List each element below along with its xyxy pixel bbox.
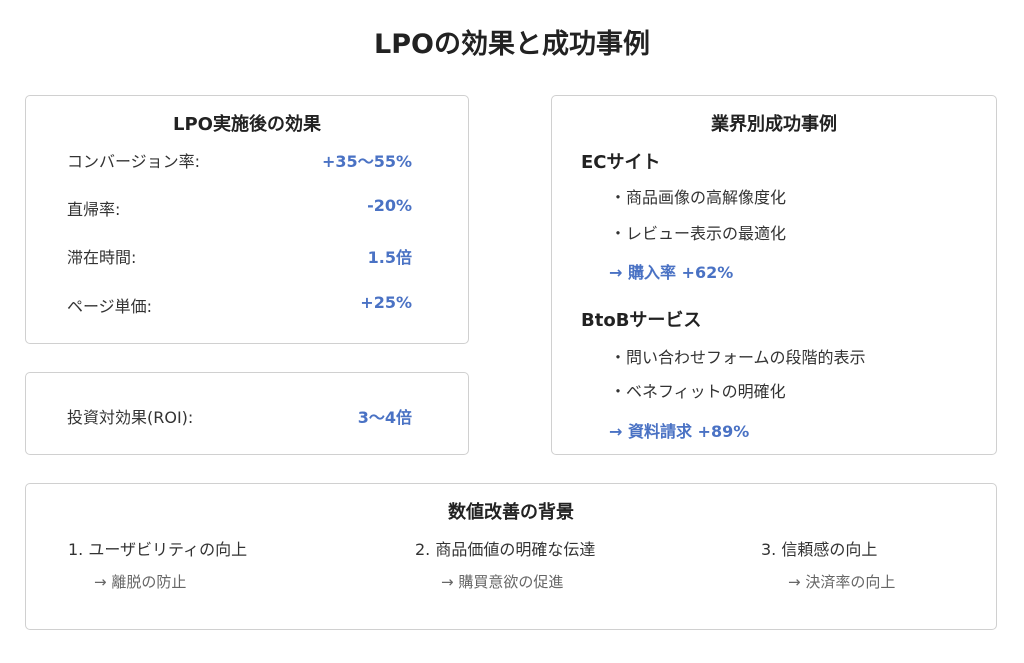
- effect-value-page-price: +25%: [360, 293, 412, 312]
- effect-label-bounce: 直帰率:: [67, 200, 121, 219]
- roi-value: 3〜4倍: [357, 408, 412, 427]
- effect-label-conversion: コンバージョン率:: [67, 152, 201, 171]
- effect-value-duration: 1.5倍: [367, 248, 412, 267]
- background-item-1-label: 1. ユーザビリティの向上: [68, 540, 248, 559]
- background-item-3-label: 3. 信頼感の向上: [761, 540, 878, 559]
- case-ec-heading: ECサイト: [581, 152, 661, 173]
- case-btob-bullet-1: ・問い合わせフォームの段階的表示: [610, 348, 866, 367]
- case-btob-result: → 資料請求 +89%: [609, 422, 750, 441]
- effect-value-conversion: +35〜55%: [322, 152, 412, 171]
- background-item-1-sub: → 離脱の防止: [94, 573, 187, 591]
- roi-label: 投資対効果(ROI):: [67, 408, 194, 427]
- case-btob-heading: BtoBサービス: [581, 310, 702, 331]
- cases-card-title: 業界別成功事例: [711, 114, 837, 135]
- effects-card-title: LPO実施後の効果: [173, 114, 321, 135]
- background-card-title: 数値改善の背景: [448, 502, 574, 523]
- cases-card: 業界別成功事例 ECサイト ・商品画像の高解像度化 ・レビュー表示の最適化 → …: [551, 95, 997, 455]
- effect-label-duration: 滞在時間:: [67, 248, 137, 267]
- background-item-3-sub: → 決済率の向上: [788, 573, 896, 591]
- effect-label-page-price: ページ単価:: [67, 297, 153, 316]
- roi-card: 投資対効果(ROI): 3〜4倍: [25, 372, 469, 455]
- page-title: LPOの効果と成功事例: [374, 29, 650, 60]
- effects-card: LPO実施後の効果 コンバージョン率: +35〜55% 直帰率: -20% 滞在…: [25, 95, 469, 344]
- background-card: 数値改善の背景 1. ユーザビリティの向上 → 離脱の防止 2. 商品価値の明確…: [25, 483, 997, 630]
- case-ec-bullet-1: ・商品画像の高解像度化: [610, 188, 787, 207]
- effect-value-bounce: -20%: [367, 196, 412, 215]
- case-ec-bullet-2: ・レビュー表示の最適化: [610, 224, 787, 243]
- background-item-2-sub: → 購買意欲の促進: [441, 573, 564, 591]
- case-ec-result: → 購入率 +62%: [609, 263, 734, 282]
- background-item-2-label: 2. 商品価値の明確な伝達: [415, 540, 596, 559]
- case-btob-bullet-2: ・ベネフィットの明確化: [610, 382, 786, 401]
